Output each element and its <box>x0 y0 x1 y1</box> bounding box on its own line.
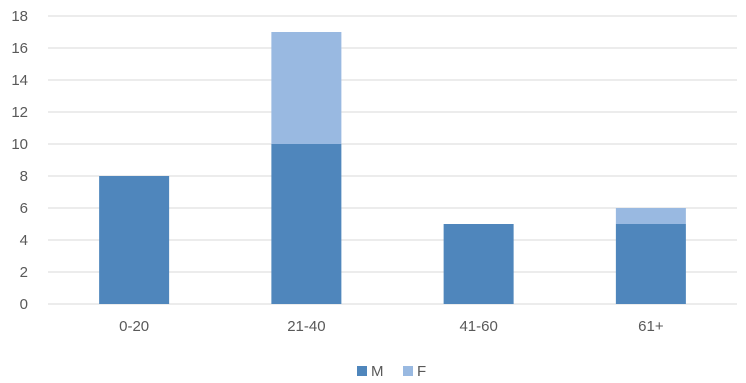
y-axis-tick-labels: 0 2 4 6 8 10 12 14 16 18 <box>11 8 28 313</box>
bar-F-61+ <box>615 208 686 224</box>
legend-label-M: M <box>371 363 384 380</box>
y-tick-label: 12 <box>11 104 28 121</box>
y-tick-label: 18 <box>11 8 28 25</box>
x-axis-tick-labels: 0-20 21-40 41-60 61+ <box>119 318 664 335</box>
y-tick-label: 2 <box>20 264 28 281</box>
legend-swatch-M <box>357 366 367 376</box>
legend-label-F: F <box>417 363 426 380</box>
bar-F-21-40 <box>271 32 342 144</box>
x-tick-label: 0-20 <box>119 318 149 335</box>
y-tick-label: 8 <box>20 168 28 185</box>
y-tick-label: 4 <box>20 232 28 249</box>
x-tick-label: 61+ <box>638 318 664 335</box>
bar-M-61+ <box>615 224 686 304</box>
bars <box>99 32 686 304</box>
y-tick-label: 14 <box>11 72 28 89</box>
bar-M-41-60 <box>443 224 514 304</box>
bar-M-0-20 <box>99 176 170 304</box>
y-tick-label: 6 <box>20 200 28 217</box>
legend-swatch-F <box>403 366 413 376</box>
y-tick-label: 0 <box>20 296 28 313</box>
y-tick-label: 10 <box>11 136 28 153</box>
x-tick-label: 41-60 <box>459 318 497 335</box>
x-tick-label: 21-40 <box>287 318 325 335</box>
bar-M-21-40 <box>271 144 342 304</box>
y-tick-label: 16 <box>11 40 28 57</box>
